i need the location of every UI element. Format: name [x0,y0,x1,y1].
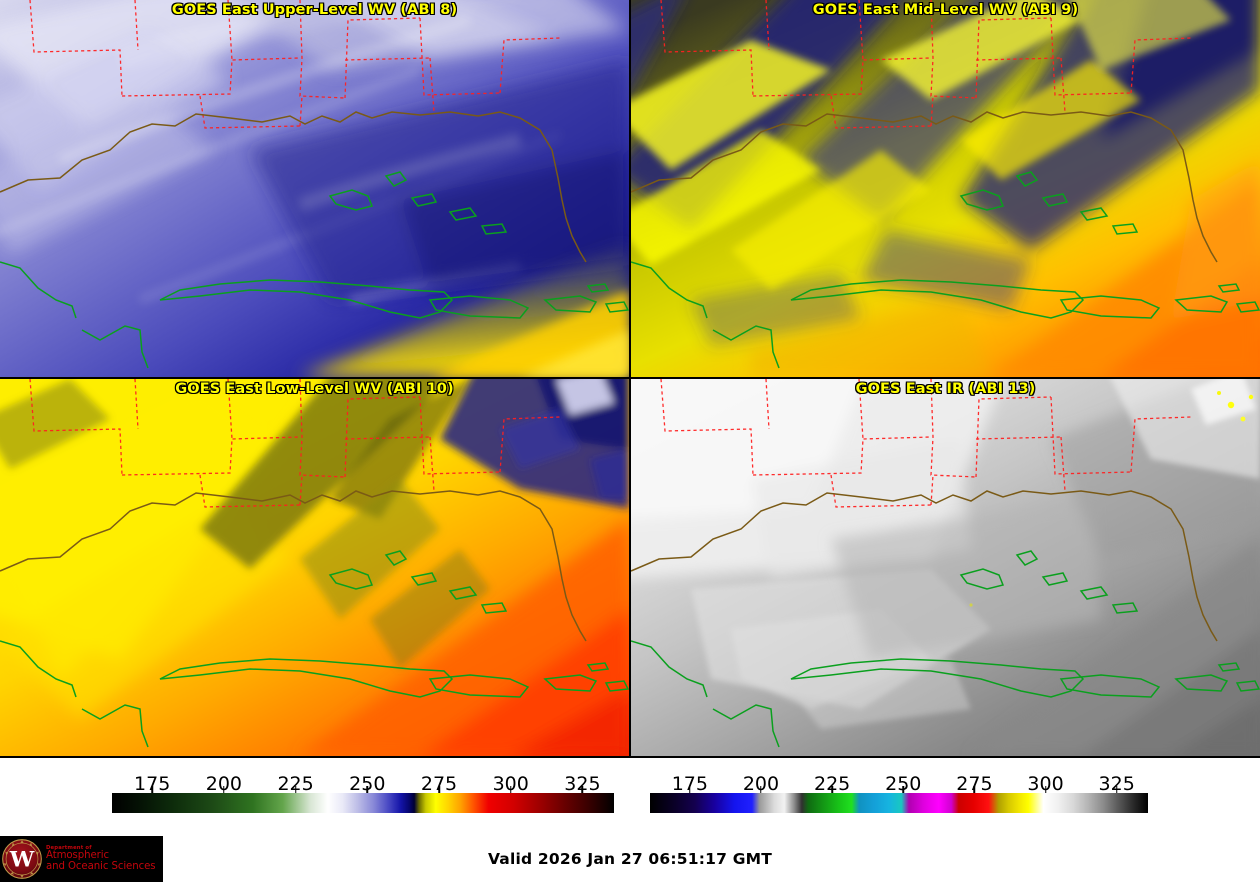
colorbar-wv-tick-mark [438,786,440,793]
colorbar-wv-tick-labels: 175 200 225 250 275 300 325 [112,758,614,795]
colorbar-ir-tick-mark [902,786,905,793]
panel-abi10-title: GOES East Low-Level WV (ABI 10) [175,381,454,397]
colorbar-ir-tick-label: 325 [1098,773,1135,795]
colorbar-wv-tick-mark [581,786,584,793]
logo-department-line: Department of [46,844,92,851]
valid-time-label: Valid 2026 Jan 27 06:51:17 GMT [487,850,773,868]
colorbar-ir-tick-label: 200 [742,773,780,795]
colorbar-wv-tick-label: 300 [492,773,529,795]
colorbar-wv-tick-label: 250 [349,773,386,795]
colorbar-wv-tick-label: 275 [420,773,458,795]
colorbar-wv-gradient[interactable] [112,793,614,813]
panel-abi8-title: GOES East Upper-Level WV (ABI 8) [171,2,458,18]
uw-aos-logo-text: Department of Atmospheric and Oceanic Sc… [46,844,163,873]
satellite-panel-grid: GOES East Upper-Level WV (ABI 8) [0,0,1260,758]
colorbar-ir-tick-label: 225 [813,773,851,795]
colorbar-ir-tick-mark [689,786,691,793]
panel-abi10-low-level-wv[interactable]: GOES East Low-Level WV (ABI 10) [0,379,629,756]
logo-name-line-2: and Oceanic Sciences [46,860,156,872]
colorbar-ir-tick-mark [1044,786,1047,793]
colorbar-ir-tick-mark [1115,786,1118,793]
panel-abi13-title: GOES East IR (ABI 13) [855,381,1036,397]
colorbar-ir-tick-mark [760,786,762,793]
colorbar-ir-tick-label: 275 [956,773,993,795]
colorbar-ir-gradient[interactable] [650,793,1148,813]
logo-name-line-1: Atmospheric [46,850,109,862]
colorbar-ir-tick-label: 250 [885,773,922,795]
colorbar-ir-tick-label: 300 [1027,773,1064,795]
colorbar-wv-tick-mark [223,786,225,793]
uw-aos-logo[interactable]: W Department of Atmospheric and Oceanic … [0,836,163,882]
abi13-imagery [631,379,1260,756]
abi9-imagery [631,0,1260,377]
abi8-imagery [0,0,629,377]
cold-cloud-tops [969,391,1254,607]
colorbar-wv-tick-mark [509,786,512,793]
panel-abi8-upper-level-wv[interactable]: GOES East Upper-Level WV (ABI 8) [0,0,629,377]
colorbar-ir-tick-label: 175 [671,773,708,795]
uw-crest-icon: W [2,839,42,879]
colorbar-infrared[interactable]: 175 200 225 250 275 300 325 [650,758,1148,836]
colorbar-ir-tick-mark [831,786,833,793]
colorbar-wv-tick-mark [294,786,297,793]
colorbar-wv-tick-label: 175 [134,773,171,795]
colorbar-ir-tick-mark [973,786,976,793]
colorbar-area: 175 200 225 250 275 300 325 175 200 225 250 275 300… [0,758,1260,836]
panel-abi9-title: GOES East Mid-Level WV (ABI 9) [812,2,1079,18]
colorbar-wv-tick-label: 200 [205,773,242,795]
colorbar-wv-tick-mark [366,786,369,793]
colorbar-water-vapor[interactable]: 175 200 225 250 275 300 325 [112,758,614,836]
colorbar-ir-ticks [650,786,1148,793]
colorbar-wv-tick-mark [151,786,153,793]
abi10-imagery [0,379,629,756]
svg-text:W: W [9,847,35,873]
colorbar-wv-ticks [112,786,614,793]
panel-abi13-ir[interactable]: GOES East IR (ABI 13) [631,379,1260,756]
panel-abi9-mid-level-wv[interactable]: GOES East Mid-Level WV (ABI 9) [631,0,1260,377]
colorbar-wv-tick-label: 325 [564,773,601,795]
footer: Valid 2026 Jan 27 06:51:17 GMT [0,836,1260,882]
colorbar-wv-tick-label: 225 [277,773,314,795]
colorbar-ir-tick-labels: 175 200 225 250 275 300 325 [650,758,1148,795]
